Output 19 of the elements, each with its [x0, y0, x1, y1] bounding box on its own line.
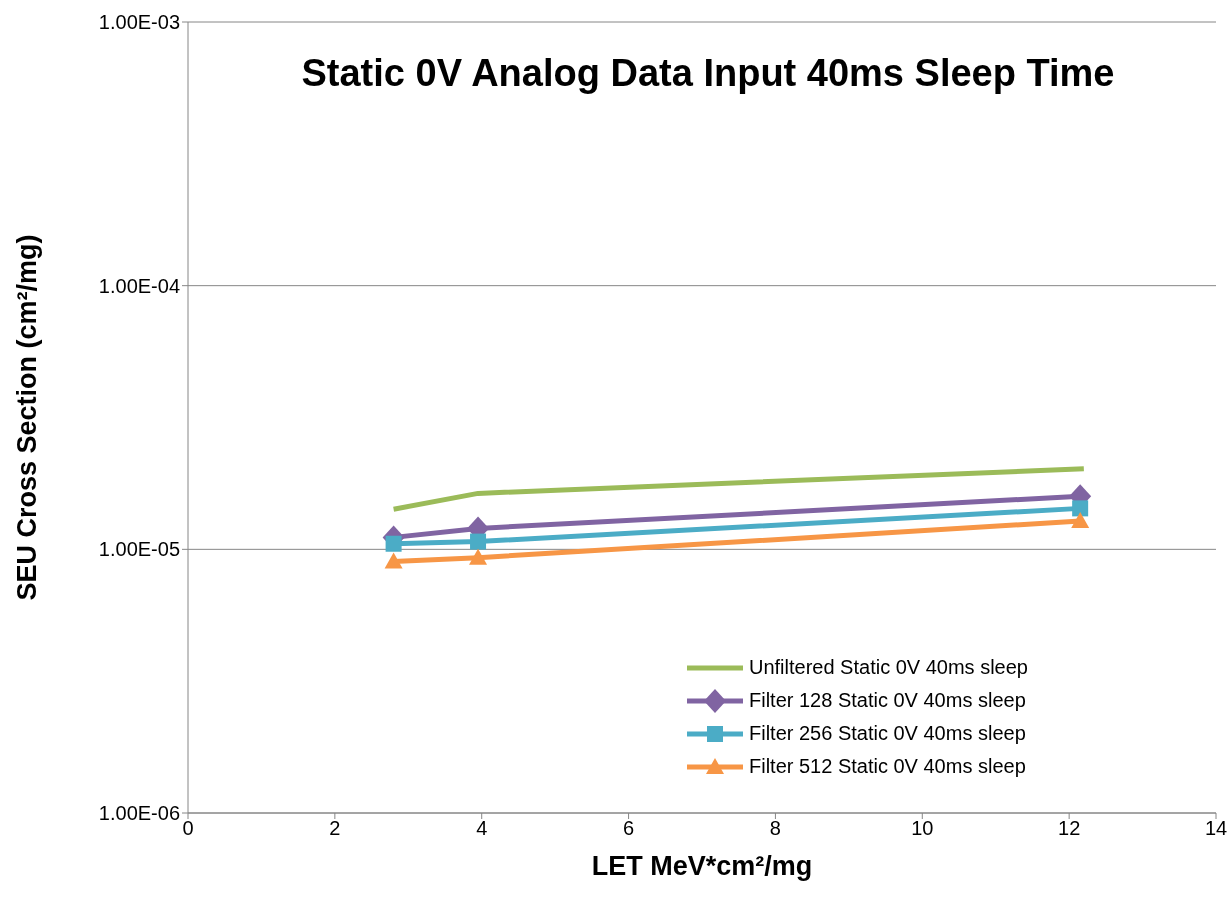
x-tick-label: 0: [182, 817, 194, 840]
x-tick-label: 2: [329, 817, 341, 840]
x-axis-title: LET MeV*cm²/mg: [591, 851, 813, 881]
y-tick-label: 1.00E-03: [98, 11, 180, 34]
x-tick-label: 10: [911, 817, 934, 840]
x-tick-label: 6: [623, 817, 635, 840]
legend-label: Filter 128 Static 0V 40ms sleep: [748, 688, 1026, 713]
y-tick-label: 1.00E-05: [98, 538, 180, 561]
y-tick-label: 1.00E-06: [98, 802, 180, 825]
x-tick-label: 12: [1058, 817, 1081, 840]
y-axis-title: SEU Cross Section (cm²/mg): [11, 234, 42, 601]
y-tick-label: 1.00E-04: [98, 274, 180, 297]
x-tick-label: 4: [476, 817, 488, 840]
x-tick-label: 14: [1204, 817, 1228, 840]
text: Static 0V Analog Data Input 40ms Sleep Time: [300, 52, 1116, 95]
legend-label: Unfiltered Static 0V 40ms sleep: [748, 655, 1028, 680]
legend-label: Filter 256 Static 0V 40ms sleep: [748, 721, 1026, 746]
x-tick-label: 8: [769, 817, 781, 840]
legend-label: Filter 512 Static 0V 40ms sleep: [748, 754, 1026, 779]
